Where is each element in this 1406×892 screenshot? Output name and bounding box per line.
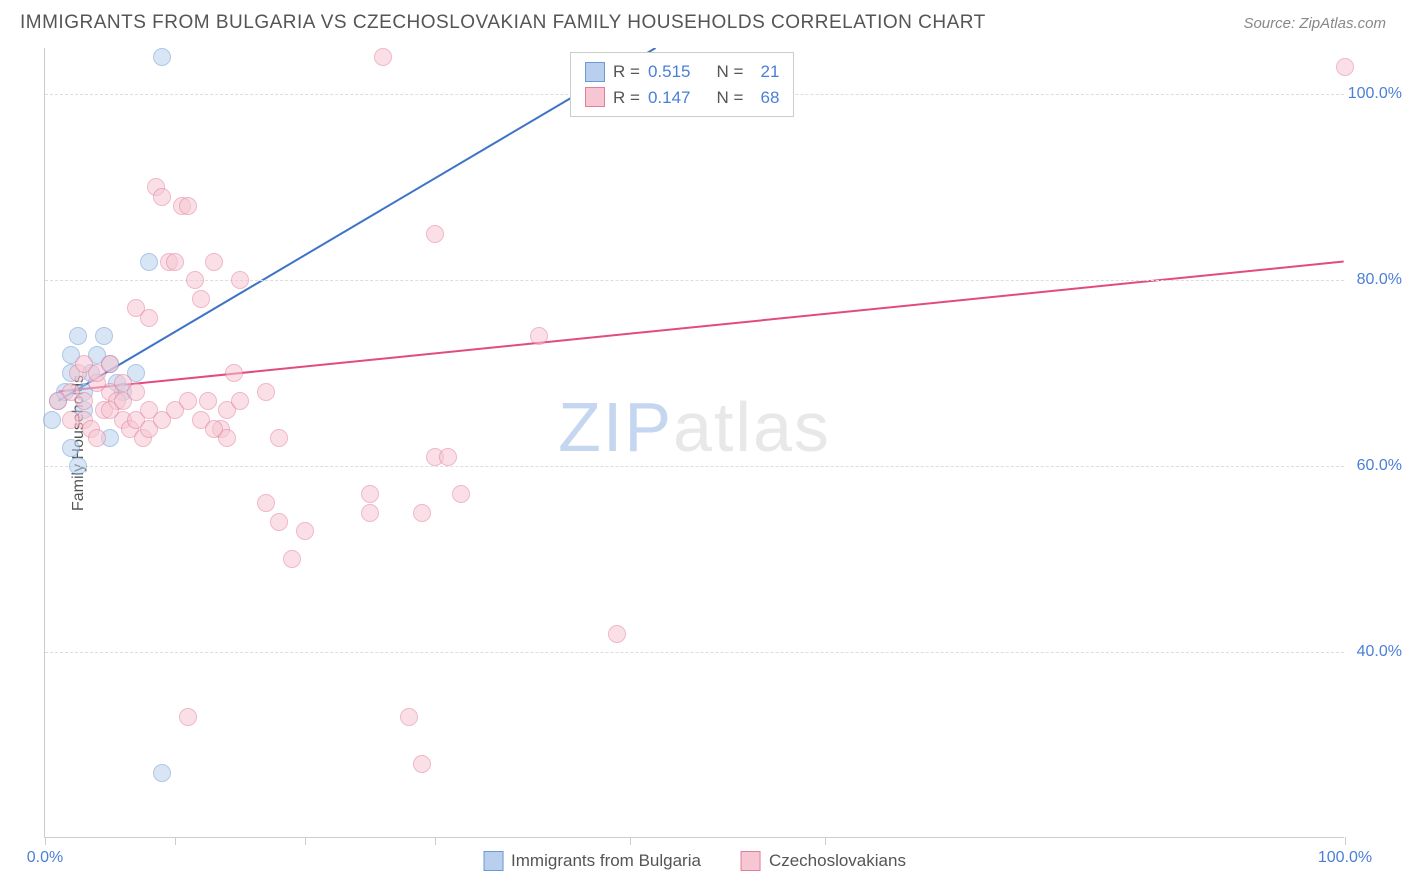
scatter-point — [140, 253, 158, 271]
scatter-point — [88, 429, 106, 447]
scatter-point — [225, 364, 243, 382]
scatter-point — [270, 513, 288, 531]
chart-container: Family Households ZIPatlas 40.0%60.0%80.… — [44, 48, 1384, 838]
n-value: 21 — [751, 59, 779, 85]
stats-box: R = 0.515 N = 21 R = 0.147 N = 68 — [570, 52, 794, 117]
xtick — [435, 837, 436, 845]
watermark-zip: ZIP — [558, 388, 673, 466]
r-label: R = — [613, 85, 640, 111]
source-attribution: Source: ZipAtlas.com — [1243, 15, 1386, 32]
stats-row: R = 0.147 N = 68 — [585, 85, 779, 111]
trend-line — [58, 48, 655, 401]
scatter-point — [127, 383, 145, 401]
scatter-point — [413, 504, 431, 522]
scatter-point — [374, 48, 392, 66]
r-value: 0.147 — [648, 85, 691, 111]
scatter-point — [199, 392, 217, 410]
scatter-point — [205, 420, 223, 438]
scatter-point — [205, 253, 223, 271]
scatter-point — [257, 494, 275, 512]
legend-label: Immigrants from Bulgaria — [511, 851, 701, 871]
plot-area: Family Households ZIPatlas 40.0%60.0%80.… — [44, 48, 1344, 838]
scatter-point — [140, 309, 158, 327]
ytick-label: 40.0% — [1357, 643, 1402, 661]
legend: Immigrants from Bulgaria Czechoslovakians — [483, 851, 906, 871]
scatter-point — [95, 327, 113, 345]
r-label: R = — [613, 59, 640, 85]
scatter-point — [62, 439, 80, 457]
scatter-point — [179, 392, 197, 410]
xtick — [305, 837, 306, 845]
chart-title: IMMIGRANTS FROM BULGARIA VS CZECHOSLOVAK… — [20, 12, 986, 34]
ytick-label: 80.0% — [1357, 271, 1402, 289]
scatter-point — [439, 448, 457, 466]
n-value: 68 — [751, 85, 779, 111]
scatter-point — [452, 485, 470, 503]
r-value: 0.515 — [648, 59, 691, 85]
n-label: N = — [716, 59, 743, 85]
xtick — [825, 837, 826, 845]
xtick — [630, 837, 631, 845]
scatter-point — [270, 429, 288, 447]
xtick — [175, 837, 176, 845]
scatter-point — [179, 197, 197, 215]
scatter-point — [43, 411, 61, 429]
xtick — [1345, 837, 1346, 845]
scatter-point — [426, 225, 444, 243]
scatter-point — [530, 327, 548, 345]
scatter-point — [1336, 58, 1354, 76]
scatter-point — [69, 327, 87, 345]
scatter-point — [153, 48, 171, 66]
legend-item: Immigrants from Bulgaria — [483, 851, 701, 871]
scatter-point — [75, 392, 93, 410]
scatter-point — [296, 522, 314, 540]
trend-lines — [45, 48, 1344, 837]
scatter-point — [186, 271, 204, 289]
scatter-point — [231, 392, 249, 410]
stats-row: R = 0.515 N = 21 — [585, 59, 779, 85]
scatter-point — [283, 550, 301, 568]
scatter-point — [413, 755, 431, 773]
scatter-point — [153, 188, 171, 206]
watermark: ZIPatlas — [558, 387, 831, 467]
legend-swatch — [741, 851, 761, 871]
scatter-point — [608, 625, 626, 643]
gridline-h — [45, 466, 1344, 467]
ytick-label: 100.0% — [1348, 85, 1402, 103]
scatter-point — [192, 290, 210, 308]
gridline-h — [45, 652, 1344, 653]
scatter-point — [69, 457, 87, 475]
xtick-label: 0.0% — [27, 849, 63, 867]
watermark-atlas: atlas — [673, 388, 831, 466]
scatter-point — [400, 708, 418, 726]
scatter-point — [257, 383, 275, 401]
scatter-point — [153, 764, 171, 782]
n-label: N = — [716, 85, 743, 111]
legend-item: Czechoslovakians — [741, 851, 906, 871]
xtick-label: 100.0% — [1318, 849, 1372, 867]
scatter-point — [62, 411, 80, 429]
scatter-point — [179, 708, 197, 726]
scatter-point — [166, 253, 184, 271]
scatter-point — [361, 504, 379, 522]
ytick-label: 60.0% — [1357, 457, 1402, 475]
legend-label: Czechoslovakians — [769, 851, 906, 871]
scatter-point — [101, 355, 119, 373]
series-swatch — [585, 62, 605, 82]
scatter-point — [361, 485, 379, 503]
xtick — [45, 837, 46, 845]
series-swatch — [585, 87, 605, 107]
legend-swatch — [483, 851, 503, 871]
scatter-point — [231, 271, 249, 289]
